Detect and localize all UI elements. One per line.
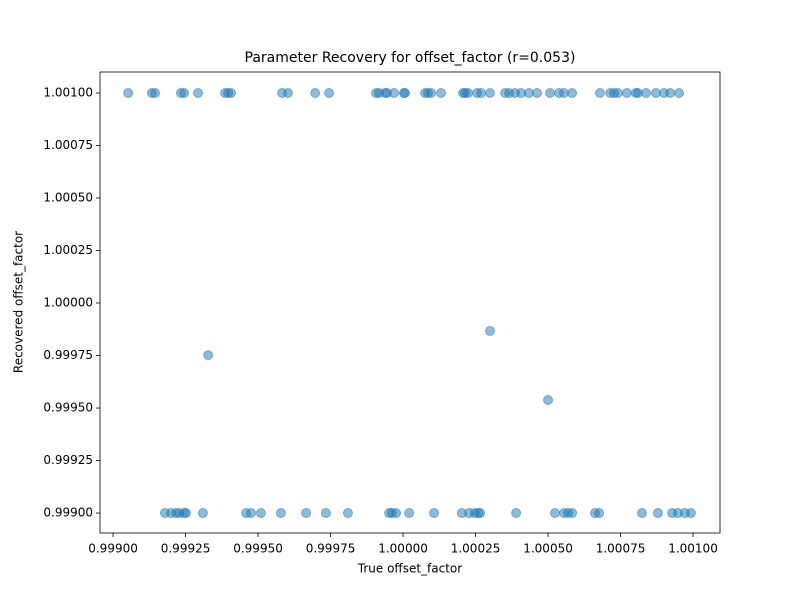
point bbox=[594, 88, 605, 99]
point bbox=[665, 88, 676, 99]
point bbox=[197, 508, 208, 519]
point bbox=[324, 88, 335, 99]
point bbox=[485, 325, 496, 336]
point bbox=[310, 88, 321, 99]
x-tick-label: 0.99950 bbox=[233, 542, 283, 556]
point bbox=[621, 88, 632, 99]
point bbox=[275, 508, 286, 519]
point bbox=[511, 508, 522, 519]
x-tick-label: 1.00100 bbox=[668, 542, 718, 556]
point bbox=[255, 508, 266, 519]
y-tick-label: 1.00025 bbox=[43, 243, 93, 257]
point bbox=[203, 350, 214, 361]
x-tick-label: 0.99925 bbox=[161, 542, 211, 556]
point bbox=[594, 508, 605, 519]
point bbox=[475, 508, 486, 519]
axes-frame bbox=[99, 71, 721, 534]
point bbox=[320, 508, 331, 519]
point bbox=[193, 88, 204, 99]
point bbox=[674, 88, 685, 99]
x-tick-label: 0.99900 bbox=[88, 542, 138, 556]
point bbox=[641, 88, 652, 99]
point bbox=[226, 88, 237, 99]
y-tick-label: 1.00075 bbox=[43, 138, 93, 152]
point bbox=[342, 508, 353, 519]
point bbox=[181, 508, 192, 519]
point bbox=[686, 508, 697, 519]
x-tick-label: 1.00075 bbox=[596, 542, 646, 556]
point bbox=[462, 88, 473, 99]
chart-title: Parameter Recovery for offset_factor (r=… bbox=[245, 50, 576, 66]
point bbox=[123, 88, 134, 99]
point bbox=[636, 508, 647, 519]
point bbox=[485, 88, 496, 99]
point bbox=[549, 508, 560, 519]
point bbox=[567, 508, 578, 519]
point bbox=[179, 88, 190, 99]
x-tick-label: 0.99975 bbox=[306, 542, 356, 556]
point bbox=[404, 508, 415, 519]
y-tick-label: 0.99900 bbox=[43, 506, 93, 520]
y-tick-label: 1.00050 bbox=[43, 191, 93, 205]
x-tick-label: 1.00025 bbox=[451, 542, 501, 556]
x-tick-label: 1.00000 bbox=[378, 542, 428, 556]
point bbox=[612, 88, 623, 99]
y-tick-label: 0.99925 bbox=[43, 453, 93, 467]
point bbox=[476, 88, 487, 99]
point bbox=[246, 508, 257, 519]
y-tick-label: 0.99950 bbox=[43, 401, 93, 415]
x-tick-label: 1.00050 bbox=[523, 542, 573, 556]
point bbox=[400, 88, 411, 99]
point bbox=[543, 395, 554, 406]
point bbox=[150, 88, 161, 99]
plot-area bbox=[123, 88, 697, 519]
point bbox=[429, 508, 440, 519]
x-axis-label: True offset_factor bbox=[357, 562, 462, 576]
point bbox=[652, 508, 663, 519]
y-axis-label: Recovered offset_factor bbox=[12, 231, 26, 373]
y-tick-label: 1.00000 bbox=[43, 296, 93, 310]
point bbox=[567, 88, 578, 99]
y-tick-label: 0.99975 bbox=[43, 348, 93, 362]
point bbox=[282, 88, 293, 99]
y-tick-label: 1.00100 bbox=[43, 86, 93, 100]
point bbox=[436, 88, 447, 99]
point bbox=[545, 88, 556, 99]
point bbox=[389, 88, 400, 99]
point bbox=[301, 508, 312, 519]
point bbox=[426, 88, 437, 99]
point bbox=[391, 508, 402, 519]
point bbox=[532, 88, 543, 99]
